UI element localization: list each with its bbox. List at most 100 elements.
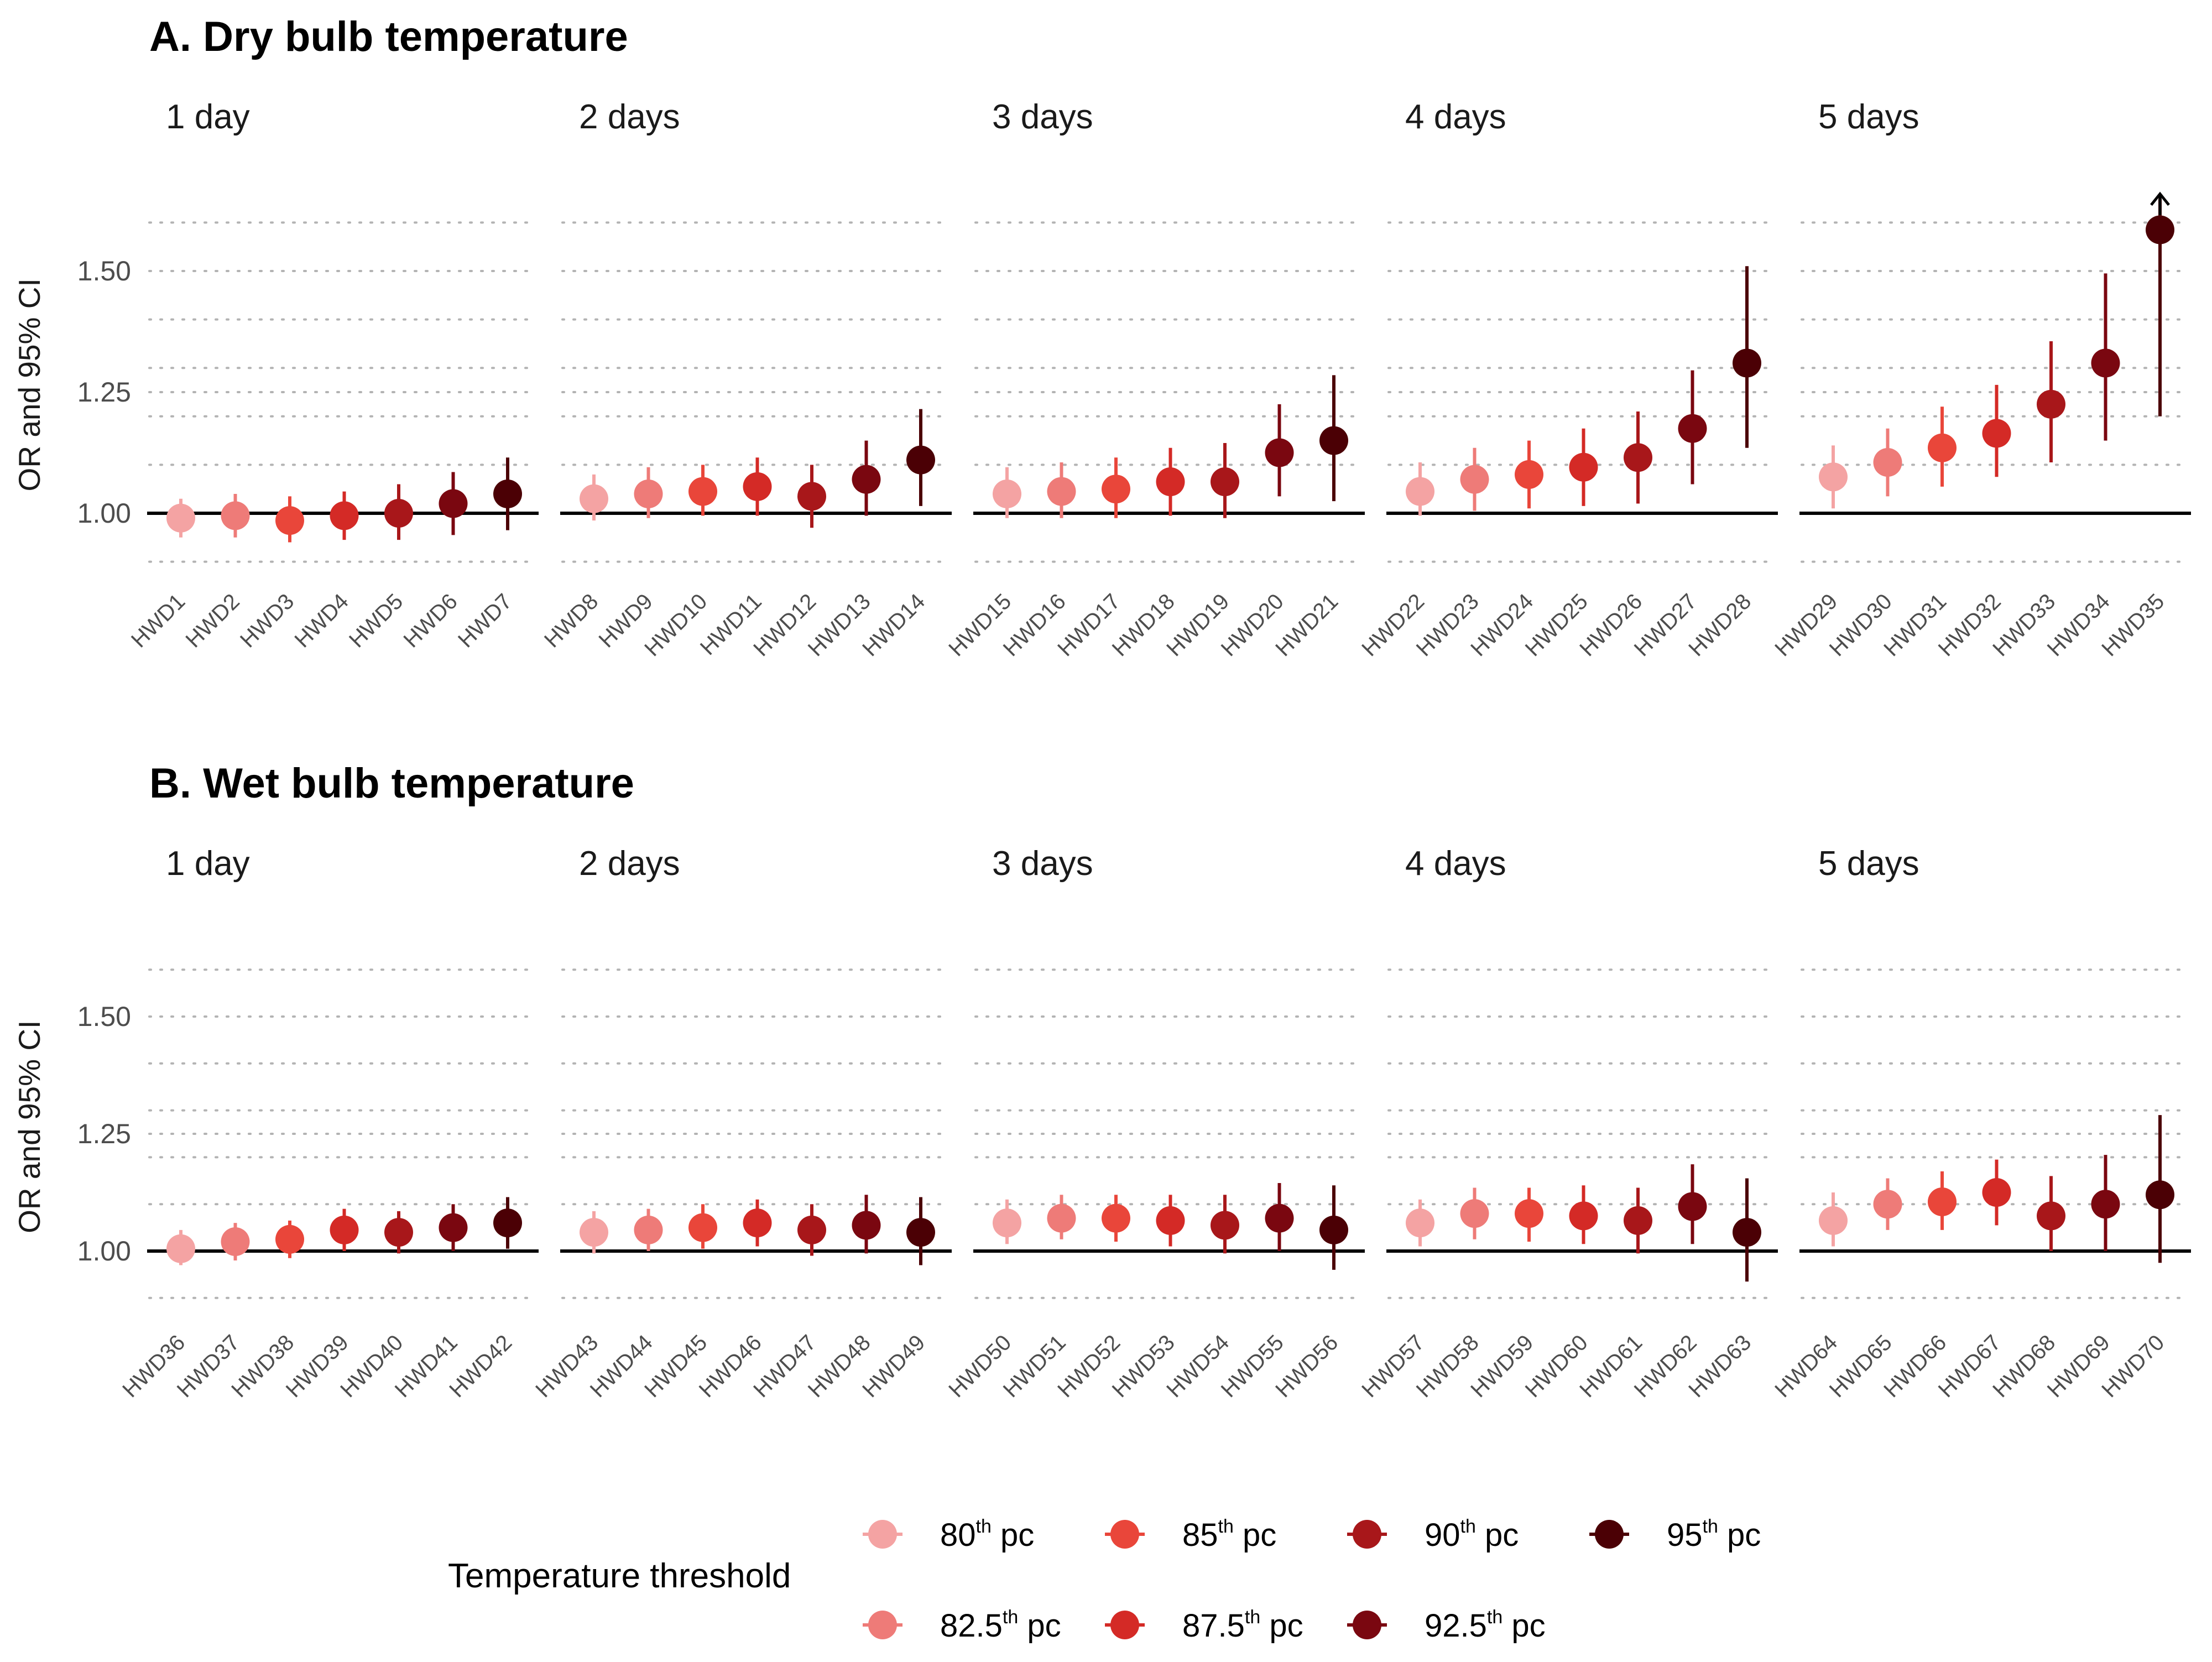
facet-5: 5 daysHWD64HWD65HWD66HWD67HWD68HWD69HWD7… — [1770, 845, 2191, 1402]
data-point — [1733, 348, 1761, 378]
x-tick-label: HWD7 — [453, 589, 517, 652]
legend-label: 82.5th pc — [940, 1607, 1061, 1644]
data-point — [1265, 1203, 1294, 1233]
legend-key-point — [1110, 1611, 1139, 1639]
data-point — [1460, 1199, 1489, 1228]
data-point — [493, 479, 522, 508]
data-point — [2146, 215, 2174, 244]
data-point — [1406, 1208, 1434, 1238]
legend-label: 85th pc — [1182, 1516, 1276, 1553]
data-point — [580, 1218, 608, 1247]
data-point — [688, 1213, 717, 1242]
y-tick-label: 1.50 — [77, 256, 131, 286]
legend-label: 87.5th pc — [1182, 1607, 1303, 1644]
facet-3: 3 daysHWD50HWD51HWD52HWD53HWD54HWD55HWD5… — [944, 845, 1365, 1402]
facet-label: 1 day — [166, 845, 250, 883]
data-point — [1982, 1178, 2011, 1207]
legend-item: 82.5th pc — [863, 1607, 1061, 1644]
data-point — [1873, 1190, 1902, 1219]
data-point — [1319, 426, 1348, 455]
data-point — [439, 489, 468, 518]
legend-item: 85th pc — [1105, 1516, 1276, 1553]
data-point — [634, 1215, 663, 1244]
legend: Temperature threshold 80th pc 85th pc 90th … — [448, 1516, 1761, 1644]
data-point — [166, 503, 195, 533]
data-point — [1569, 1201, 1598, 1231]
facet-label: 4 days — [1405, 845, 1506, 883]
data-point — [1211, 467, 1239, 497]
data-point — [797, 1215, 826, 1244]
data-point — [2037, 389, 2065, 419]
legend-label: 80th pc — [940, 1516, 1034, 1553]
legend-item: 87.5th pc — [1105, 1607, 1303, 1644]
legend-key-point — [1110, 1520, 1139, 1549]
facet-label: 1 day — [166, 98, 250, 136]
data-point — [1928, 433, 1957, 462]
legend-key-point — [868, 1611, 897, 1639]
data-point — [384, 1218, 413, 1247]
data-point — [1515, 460, 1543, 489]
data-point — [1156, 1206, 1185, 1235]
x-tick-label: HWD5 — [345, 589, 408, 652]
data-point — [1873, 448, 1902, 477]
data-point — [330, 501, 359, 530]
facet-5: 5 daysHWD29HWD30HWD31HWD32HWD33HWD34HWD3… — [1770, 98, 2191, 661]
facet-label: 5 days — [1818, 845, 1919, 883]
panel-dry-bulb: A. Dry bulb temperature OR and 95% CI 1.00… — [12, 13, 2191, 661]
legend-item: 90th pc — [1347, 1516, 1519, 1553]
data-point — [743, 472, 772, 501]
legend-label: 90th pc — [1425, 1516, 1519, 1553]
x-tick-label: HWD3 — [236, 589, 299, 652]
data-point — [1156, 467, 1185, 497]
data-point — [993, 479, 1021, 508]
data-point — [1624, 443, 1652, 472]
legend-item: 92.5th pc — [1347, 1607, 1546, 1644]
facet-label: 3 days — [992, 845, 1093, 883]
data-point — [797, 482, 826, 511]
data-point — [1982, 419, 2011, 448]
data-point — [2091, 348, 2120, 378]
facet-label: 2 days — [579, 98, 680, 136]
facet-label: 4 days — [1405, 98, 1506, 136]
data-point — [2091, 1190, 2120, 1219]
panel-title: B. Wet bulb temperature — [149, 760, 634, 807]
legend-key-point — [1595, 1520, 1624, 1549]
data-point — [1406, 477, 1434, 506]
data-point — [1569, 452, 1598, 482]
legend-label: 95th pc — [1667, 1516, 1761, 1553]
panel-wet-bulb: B. Wet bulb temperature OR and 95% CI 1.00… — [12, 760, 2191, 1402]
data-point — [221, 1227, 250, 1257]
data-point — [1319, 1215, 1348, 1244]
x-tick-label: HWD2 — [181, 589, 244, 652]
data-point — [221, 501, 250, 530]
data-point — [1678, 1192, 1707, 1221]
data-point — [1460, 465, 1489, 494]
facet-4: 4 daysHWD22HWD23HWD24HWD25HWD26HWD27HWD2… — [1357, 98, 1778, 661]
data-point — [906, 1218, 935, 1247]
data-point — [852, 1211, 881, 1240]
facet-label: 3 days — [992, 98, 1093, 136]
data-point — [1819, 1206, 1848, 1235]
data-point — [634, 479, 663, 508]
data-point — [743, 1208, 772, 1238]
legend-key-point — [1353, 1520, 1381, 1549]
legend-item: 95th pc — [1589, 1516, 1761, 1553]
data-point — [275, 1225, 304, 1254]
data-point — [2037, 1201, 2065, 1231]
legend-key-point — [1353, 1611, 1381, 1639]
x-tick-label: HWD6 — [399, 589, 462, 652]
data-point — [1515, 1199, 1543, 1228]
data-point — [439, 1213, 468, 1242]
data-point — [1047, 477, 1076, 506]
legend-label: 92.5th pc — [1425, 1607, 1546, 1644]
data-point — [852, 465, 881, 494]
data-point — [1624, 1206, 1652, 1235]
data-point — [275, 506, 304, 535]
facet-label: 2 days — [579, 845, 680, 883]
data-point — [330, 1215, 359, 1244]
panel-title: A. Dry bulb temperature — [149, 13, 628, 60]
